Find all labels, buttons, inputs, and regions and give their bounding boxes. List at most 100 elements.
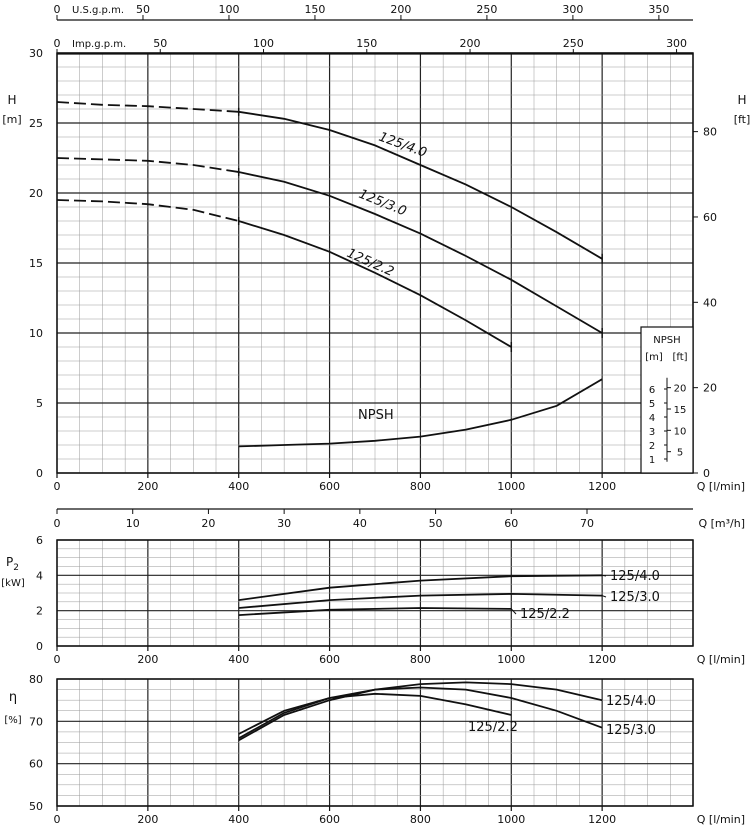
- x-tick-label: 1000: [497, 813, 525, 826]
- x-tick-label: 600: [319, 480, 340, 493]
- y-tick-label: 15: [29, 257, 43, 270]
- x-axis-label: Q [l/min]: [697, 813, 745, 826]
- y-tick-label: 25: [29, 117, 43, 130]
- power-curve: [238, 607, 512, 616]
- series-label: 125/2.2: [468, 720, 518, 735]
- y-tick-label: 6: [36, 534, 43, 547]
- x-tick-label: 600: [319, 813, 340, 826]
- y-axis-unit: [kW]: [1, 578, 25, 589]
- y-tick-label: 20: [29, 187, 43, 200]
- x-tick-label: 800: [410, 480, 431, 493]
- series-leader: [510, 608, 517, 615]
- npsh-box-m-label: 3: [649, 427, 655, 438]
- top-tick-label: 50: [153, 37, 167, 50]
- npsh-box-col-m: [m]: [645, 352, 663, 363]
- series-label: 125/4.0: [610, 569, 660, 584]
- y-tick-label: 0: [36, 640, 43, 653]
- npsh-box-ft-label: 5: [677, 448, 683, 459]
- npsh-box-m-label: 5: [649, 399, 655, 410]
- top-tick-label: 100: [218, 3, 239, 16]
- y-tick-label: 80: [29, 673, 43, 686]
- top-tick-label: 200: [390, 3, 411, 16]
- series-label: 125/2.2: [520, 607, 570, 622]
- top-tick-label: 350: [648, 3, 669, 16]
- plot-frame: [56, 678, 694, 807]
- x-axis-label: Q [l/min]: [697, 480, 745, 493]
- power-curve: [238, 574, 603, 601]
- bottom-axis2-tick-label: 0: [54, 517, 61, 530]
- y-axis-unit: [%]: [4, 715, 21, 726]
- y-axis-label: P2: [6, 555, 19, 573]
- top-tick-label: 0: [54, 37, 61, 50]
- npsh-box-col-ft: [ft]: [672, 352, 687, 363]
- bottom-axis2-tick-label: 40: [353, 517, 367, 530]
- head-curve: [238, 171, 603, 334]
- x-tick-label: 200: [137, 480, 158, 493]
- y2-tick-label: 0: [703, 467, 710, 480]
- x-tick-label: 800: [410, 653, 431, 666]
- x-axis-label: Q [l/min]: [697, 653, 745, 666]
- efficiency-curve: [238, 686, 603, 740]
- bottom-axis2-label: Q [m³/h]: [698, 517, 745, 530]
- x-tick-label: 1000: [497, 653, 525, 666]
- y-tick-label: 60: [29, 758, 43, 771]
- top-axis-label: Imp.g.p.m.: [72, 39, 126, 50]
- x-tick-label: 400: [228, 813, 249, 826]
- head-curve-dashed: [56, 157, 239, 173]
- top-axis-label: U.S.g.p.m.: [72, 5, 124, 16]
- y-tick-label: 50: [29, 800, 43, 813]
- series-leader: [601, 595, 607, 598]
- npsh-box-title: NPSH: [653, 335, 680, 346]
- npsh-box-ft-label: 20: [674, 384, 687, 395]
- npsh-box-m-label: 4: [649, 413, 655, 424]
- bottom-axis2-tick-label: 20: [201, 517, 215, 530]
- series-label: 125/3.0: [606, 723, 656, 738]
- series-label: 125/3.0: [610, 590, 660, 605]
- y-tick-label: 10: [29, 327, 43, 340]
- plot-frame: [56, 539, 694, 647]
- x-tick-label: 800: [410, 813, 431, 826]
- npsh-box-m-label: 2: [649, 441, 655, 452]
- top-tick-label: 150: [356, 37, 377, 50]
- y-axis-label: η: [9, 690, 17, 705]
- x-tick-label: 200: [137, 653, 158, 666]
- top-tick-label: 100: [253, 37, 274, 50]
- y2-tick-label: 40: [703, 296, 717, 309]
- npsh-box-ft-label: 10: [674, 426, 687, 437]
- y-tick-label: 0: [36, 467, 43, 480]
- head-curve: [238, 110, 603, 260]
- y2-tick-label: 20: [703, 382, 717, 395]
- head-curve-dashed: [56, 199, 239, 222]
- y2-tick-label: 80: [703, 126, 717, 139]
- series-label: 125/4.0: [606, 694, 656, 709]
- top-tick-label: 300: [562, 3, 583, 16]
- efficiency-curve: [238, 692, 512, 735]
- npsh-curve: [238, 378, 603, 448]
- power-curve: [238, 592, 603, 609]
- head-curve: [238, 220, 512, 348]
- x-tick-label: 0: [54, 653, 61, 666]
- top-tick-label: 300: [666, 37, 687, 50]
- plot-frame: [56, 52, 694, 474]
- top-tick-label: 250: [476, 3, 497, 16]
- bottom-axis2-tick-label: 50: [429, 517, 443, 530]
- y-tick-label: 2: [36, 605, 43, 618]
- series-leader: [602, 574, 607, 577]
- npsh-box-ft-label: 15: [674, 405, 687, 416]
- top-tick-label: 150: [304, 3, 325, 16]
- top-tick-label: 200: [460, 37, 481, 50]
- x-tick-label: 1200: [588, 813, 616, 826]
- x-tick-label: 600: [319, 653, 340, 666]
- x-tick-label: 400: [228, 480, 249, 493]
- top-tick-label: 0: [54, 3, 61, 16]
- head-curve-dashed: [56, 101, 239, 113]
- bottom-axis2-tick-label: 70: [580, 517, 594, 530]
- bottom-axis2-tick-label: 60: [504, 517, 518, 530]
- top-tick-label: 50: [136, 3, 150, 16]
- npsh-box-m-label: 6: [649, 385, 655, 396]
- npsh-box-m-label: 1: [649, 455, 655, 466]
- npsh-label: NPSH: [358, 408, 394, 423]
- y2-axis-unit: [ft]: [734, 113, 750, 126]
- efficiency-curve: [238, 681, 603, 742]
